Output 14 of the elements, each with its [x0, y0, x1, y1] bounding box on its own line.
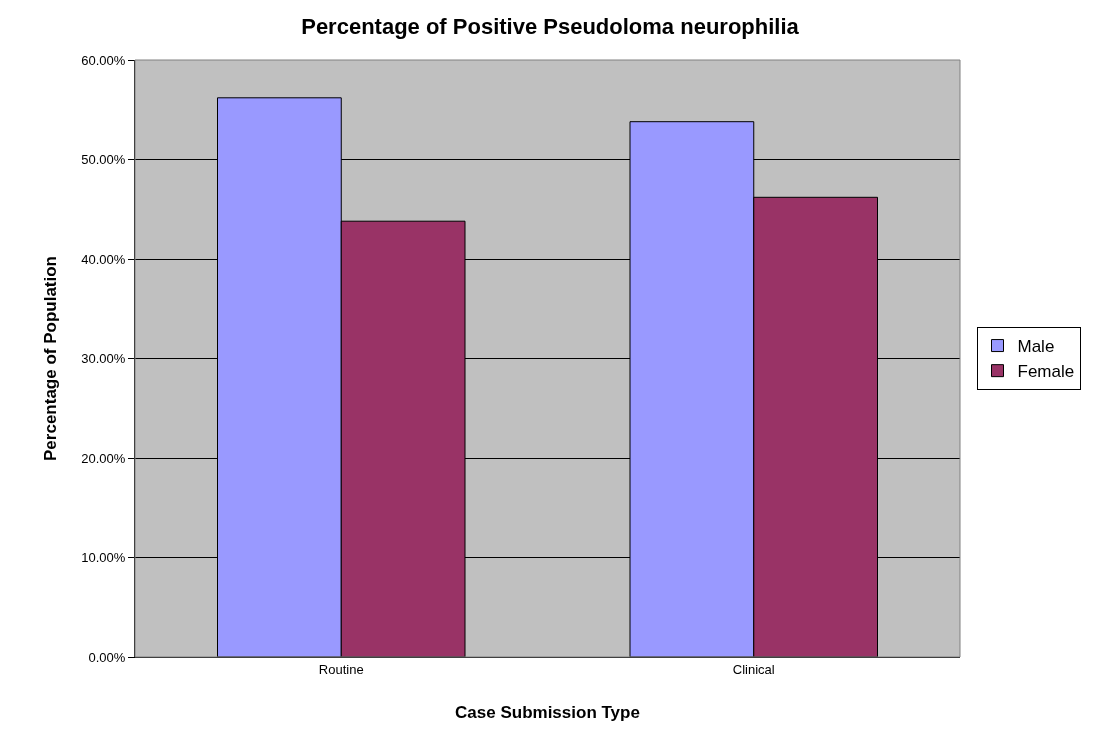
chart-title: Percentage of Positive Pseudoloma neurophilia — [301, 13, 800, 39]
y-tick-label: 0.00% — [88, 649, 126, 665]
y-axis-title: Percentage of Population — [40, 256, 60, 461]
legend-label: Female — [1017, 362, 1075, 382]
x-tick-label: Routine — [318, 661, 364, 677]
x-axis-title: Case Submission Type — [455, 703, 640, 722]
y-tick-label: 30.00% — [81, 351, 126, 367]
y-tick-label: 40.00% — [81, 251, 126, 267]
y-tick-label: 60.00% — [81, 52, 126, 68]
y-tick-label: 20.00% — [81, 450, 126, 466]
y-tick-label: 10.00% — [81, 550, 126, 566]
x-tick-label: Clinical — [732, 661, 775, 677]
y-tick-label: 50.00% — [81, 152, 126, 168]
legend-label: Male — [1017, 337, 1055, 357]
